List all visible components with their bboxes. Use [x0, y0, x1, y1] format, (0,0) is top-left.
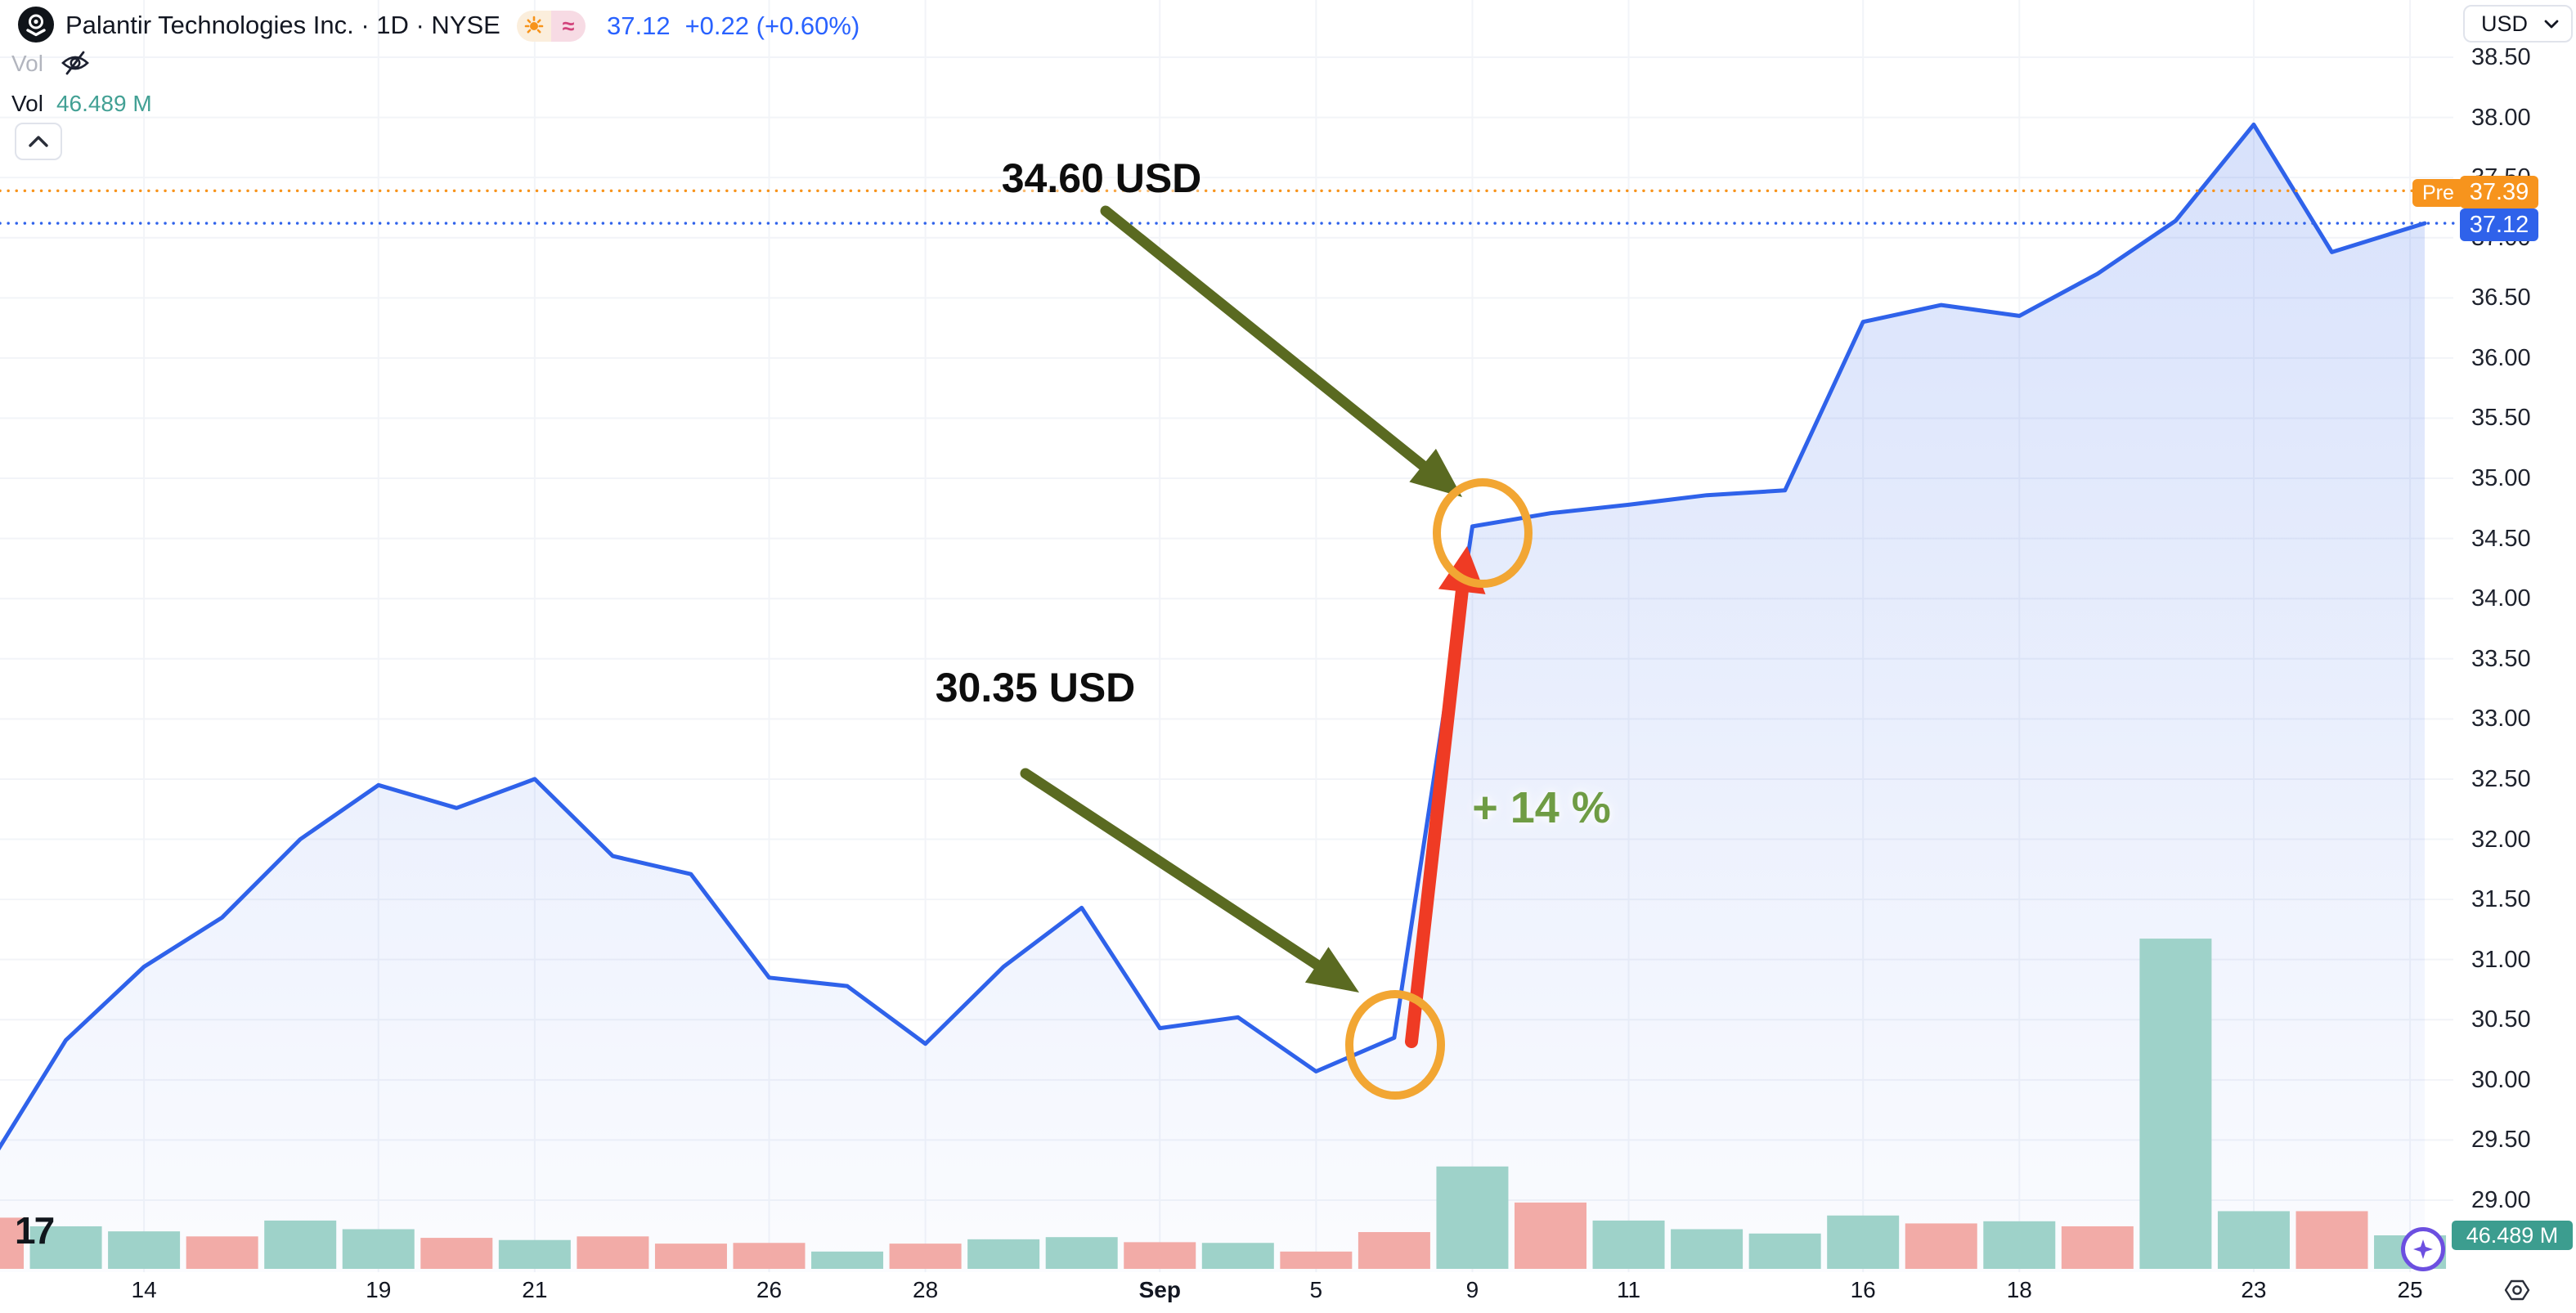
currency-selector[interactable]: USD [2463, 5, 2573, 43]
annotation-high-price: 34.60 USD [1001, 155, 1202, 201]
price-axis-label: 34.00 [2471, 585, 2531, 612]
volume-bar [2217, 1211, 2290, 1269]
volume-bar [1045, 1237, 1118, 1269]
price-axis-label: 31.50 [2471, 886, 2531, 913]
time-axis-label: 25 [2397, 1277, 2423, 1302]
price-axis-label: 36.00 [2471, 344, 2531, 371]
volume-bar [1358, 1232, 1430, 1269]
palantir-logo-icon [18, 7, 54, 43]
price-axis-label: 33.00 [2471, 706, 2531, 733]
last-price-badge: 37.12 [2460, 208, 2538, 241]
volume-bar [1592, 1220, 1665, 1269]
premarket-badge-label: Pre [2412, 179, 2464, 207]
tradingview-logo[interactable]: 17 [15, 1209, 55, 1252]
price-row: 37.12 +0.22 (+0.60%) [607, 11, 859, 41]
time-axis-label: 16 [1850, 1277, 1876, 1302]
volume-bar [1280, 1251, 1353, 1269]
price-axis-label: 34.50 [2471, 525, 2531, 552]
volume-bar [1983, 1221, 2056, 1269]
volume-bar [1748, 1233, 1821, 1269]
volume-bar [342, 1229, 415, 1269]
volume-bar [1827, 1215, 1900, 1269]
price-axis-label: 29.50 [2471, 1127, 2531, 1154]
volume-bar [420, 1238, 493, 1269]
volume-value: 46.489 M [56, 91, 152, 116]
volume-bar [811, 1251, 884, 1269]
market-status-badge[interactable]: ≈ [517, 11, 586, 42]
time-axis-label: 5 [1309, 1277, 1323, 1302]
time-axis-label: 9 [1465, 1277, 1479, 1302]
time-axis-label: 11 [1617, 1277, 1641, 1302]
volume-bar [0, 1217, 24, 1269]
last-price: 37.12 [607, 11, 671, 40]
volume-bar [1201, 1243, 1274, 1269]
volume-axis-badge: 46.489 M [2452, 1221, 2573, 1250]
time-axis-label: 21 [522, 1277, 548, 1302]
price-change: +0.22 (+0.60%) [684, 11, 860, 40]
time-axis-label: 14 [131, 1277, 157, 1302]
volume-bar [1515, 1202, 1586, 1269]
currency-value: USD [2481, 11, 2529, 36]
volume-bar [967, 1239, 1040, 1269]
price-axis-label: 33.50 [2471, 645, 2531, 672]
price-axis-label: 30.50 [2471, 1006, 2531, 1033]
volume-bar [2139, 939, 2212, 1269]
time-axis-label: 26 [756, 1277, 783, 1302]
price-axis-label: 30.00 [2471, 1066, 2531, 1093]
volume-bar [889, 1244, 962, 1269]
volume-bar [186, 1236, 258, 1269]
price-area [0, 124, 2425, 1272]
annotation-arrow-low [1020, 768, 1359, 993]
price-axis-label: 32.00 [2471, 826, 2531, 853]
axis-settings-icon[interactable] [2501, 1274, 2533, 1306]
volume-value-row: Vol 46.489 M [11, 91, 152, 117]
price-axis-label: 38.50 [2471, 44, 2531, 70]
volume-bar [108, 1231, 181, 1269]
volume-bar [498, 1239, 571, 1269]
volume-bar [1124, 1242, 1196, 1269]
volume-bar [733, 1243, 806, 1269]
annotation-arrow-high [1100, 205, 1462, 497]
volume-bar [2296, 1211, 2368, 1269]
premarket-price-badge: 37.39 [2460, 176, 2538, 208]
price-axis-label: 31.00 [2471, 946, 2531, 973]
volume-bar [264, 1220, 337, 1269]
price-axis-label: 32.50 [2471, 765, 2531, 792]
collapse-pane-button[interactable] [15, 123, 62, 160]
time-axis-label: 23 [2241, 1277, 2267, 1302]
premarket-sun-icon [517, 11, 551, 42]
volume-bar [577, 1236, 649, 1269]
volume-indicator-label: Vol [11, 51, 43, 76]
volume-bar [2061, 1226, 2134, 1269]
price-axis-label: 38.00 [2471, 104, 2531, 131]
sparkle-marker-icon[interactable] [2401, 1227, 2445, 1271]
annotation-circle-low [1345, 990, 1445, 1100]
price-axis-label: 35.50 [2471, 405, 2531, 432]
volume-bar [29, 1226, 102, 1269]
volume-bar [1905, 1223, 1977, 1269]
time-axis-label: 28 [913, 1277, 939, 1302]
volume-bars [0, 939, 2447, 1269]
time-axis-label: 19 [366, 1277, 392, 1302]
volume-label: Vol [11, 91, 43, 116]
delayed-data-icon: ≈ [551, 11, 586, 42]
price-axis-label: 36.50 [2471, 285, 2531, 311]
volume-bar [1671, 1229, 1744, 1269]
price-axis-label: 35.00 [2471, 465, 2531, 492]
volume-bar [654, 1244, 727, 1269]
hide-indicator-icon[interactable] [59, 49, 92, 81]
price-axis-label: 29.00 [2471, 1187, 2531, 1213]
volume-bar [1436, 1166, 1509, 1269]
price-line [0, 122, 2427, 1151]
time-axis-label: Sep [1138, 1277, 1181, 1302]
volume-indicator-row[interactable]: Vol [11, 51, 43, 77]
chevron-down-icon [2544, 20, 2559, 28]
symbol-title[interactable]: Palantir Technologies Inc. · 1D · NYSE [65, 11, 500, 39]
time-axis-label: 18 [2006, 1277, 2032, 1302]
annotation-circle-high [1433, 478, 1533, 588]
annotation-percent-gain: + 14 % [1472, 783, 1611, 832]
annotation-low-price: 30.35 USD [935, 665, 1136, 710]
